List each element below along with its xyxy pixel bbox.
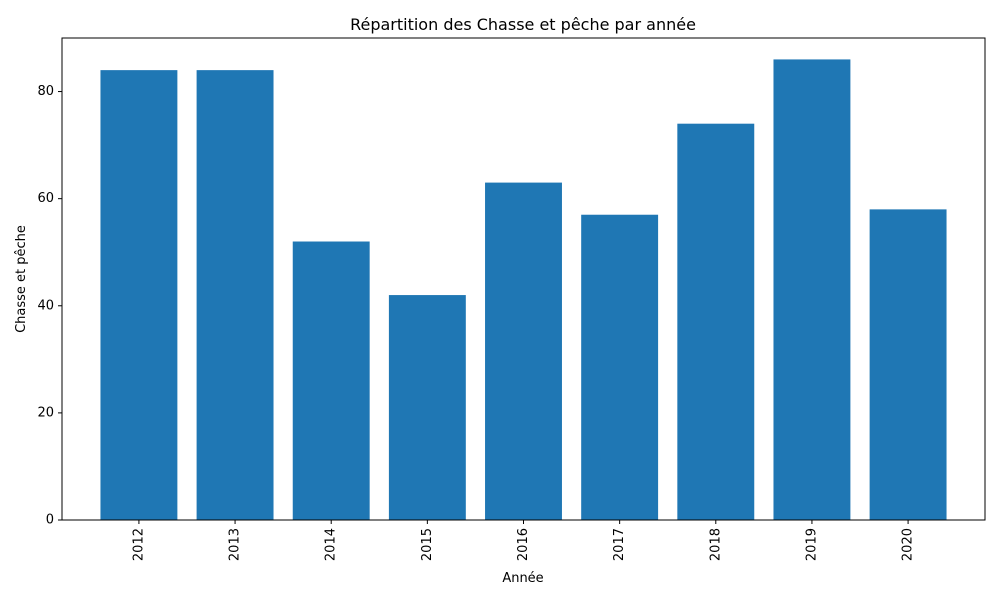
- bar-2019: [773, 59, 851, 521]
- bar-2014: [292, 241, 370, 520]
- x-tick-label: 2012: [131, 528, 146, 561]
- x-tick-label: 2015: [420, 528, 435, 561]
- bar-2017: [581, 214, 659, 520]
- bar-2015: [388, 295, 466, 520]
- x-tick-label: 2019: [804, 528, 819, 561]
- plot-frame: [61, 37, 986, 521]
- chart-title: Répartition des Chasse et pêche par anné…: [350, 15, 696, 34]
- x-tick-label: 2014: [324, 528, 339, 561]
- bar-2012: [100, 70, 178, 520]
- bars-layer: [100, 59, 947, 521]
- y-tick-label: 0: [46, 513, 54, 528]
- bar-2020: [869, 209, 947, 520]
- x-tick-label: 2020: [901, 528, 916, 561]
- bar-2016: [485, 182, 562, 520]
- x-axis-label: Année: [502, 571, 543, 586]
- bar-2018: [677, 123, 755, 520]
- x-axis-ticks: 2012 2013 2014 2015 2016 2017 2018 2019 2020: [131, 520, 916, 561]
- bar-2013: [196, 70, 274, 520]
- x-tick-label: 2017: [612, 528, 627, 561]
- y-tick-label: 20: [37, 405, 54, 420]
- x-tick-label: 2013: [228, 528, 243, 561]
- y-axis-label: Chasse et pêche: [14, 225, 29, 333]
- plot-area: 2012 2013 2014 2015 2016 2017 2018 2019 2020 0 20…: [37, 37, 986, 561]
- y-tick-label: 80: [37, 84, 54, 99]
- y-axis-ticks: 0 20 40 60 80: [37, 84, 62, 528]
- x-tick-label: 2018: [708, 528, 723, 561]
- y-tick-label: 40: [37, 298, 54, 313]
- y-tick-label: 60: [37, 191, 54, 206]
- x-tick-label: 2016: [516, 528, 531, 561]
